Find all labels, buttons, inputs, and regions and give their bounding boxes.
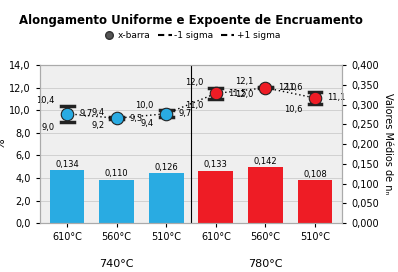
- Text: 0,142: 0,142: [254, 157, 277, 166]
- Bar: [100, 180, 134, 223]
- Text: 11,1: 11,1: [328, 94, 346, 103]
- Text: 740°C: 740°C: [100, 259, 134, 269]
- Text: 9,3: 9,3: [129, 114, 142, 123]
- Text: 9,7: 9,7: [80, 109, 93, 118]
- Text: 12,0: 12,0: [185, 78, 203, 87]
- Text: 12,0: 12,0: [278, 83, 296, 92]
- Y-axis label: Valores Médios de nₙ: Valores Médios de nₙ: [383, 94, 393, 195]
- Bar: [298, 180, 332, 223]
- Text: 10,0: 10,0: [135, 101, 154, 110]
- Text: 12,1: 12,1: [235, 77, 253, 86]
- Text: 780°C: 780°C: [248, 259, 283, 269]
- Text: 9,2: 9,2: [91, 121, 104, 130]
- Legend: x-barra, -1 sigma, +1 sigma: x-barra, -1 sigma, +1 sigma: [98, 27, 284, 44]
- Text: 0,134: 0,134: [55, 160, 79, 169]
- Y-axis label: %: %: [0, 139, 6, 150]
- Text: Alongamento Uniforme e Expoente de Encruamento: Alongamento Uniforme e Expoente de Encru…: [19, 14, 363, 27]
- Bar: [248, 167, 283, 223]
- Text: 0,108: 0,108: [303, 170, 327, 179]
- Text: 9,7: 9,7: [179, 109, 192, 118]
- Text: 0,126: 0,126: [154, 163, 178, 172]
- Text: 10,4: 10,4: [36, 96, 55, 105]
- Text: 0,110: 0,110: [105, 169, 129, 178]
- Text: 11,6: 11,6: [284, 83, 302, 92]
- Text: 11,0: 11,0: [185, 101, 203, 110]
- Bar: [199, 171, 233, 223]
- Text: 9,0: 9,0: [41, 123, 55, 132]
- Text: 9,4: 9,4: [141, 119, 154, 128]
- Text: 12,0: 12,0: [235, 89, 253, 98]
- Bar: [149, 173, 183, 223]
- Bar: [50, 170, 84, 223]
- Text: 11,5: 11,5: [228, 89, 247, 98]
- Text: 9,4: 9,4: [91, 107, 104, 116]
- Text: 10,6: 10,6: [284, 105, 302, 114]
- Text: 0,133: 0,133: [204, 160, 228, 169]
